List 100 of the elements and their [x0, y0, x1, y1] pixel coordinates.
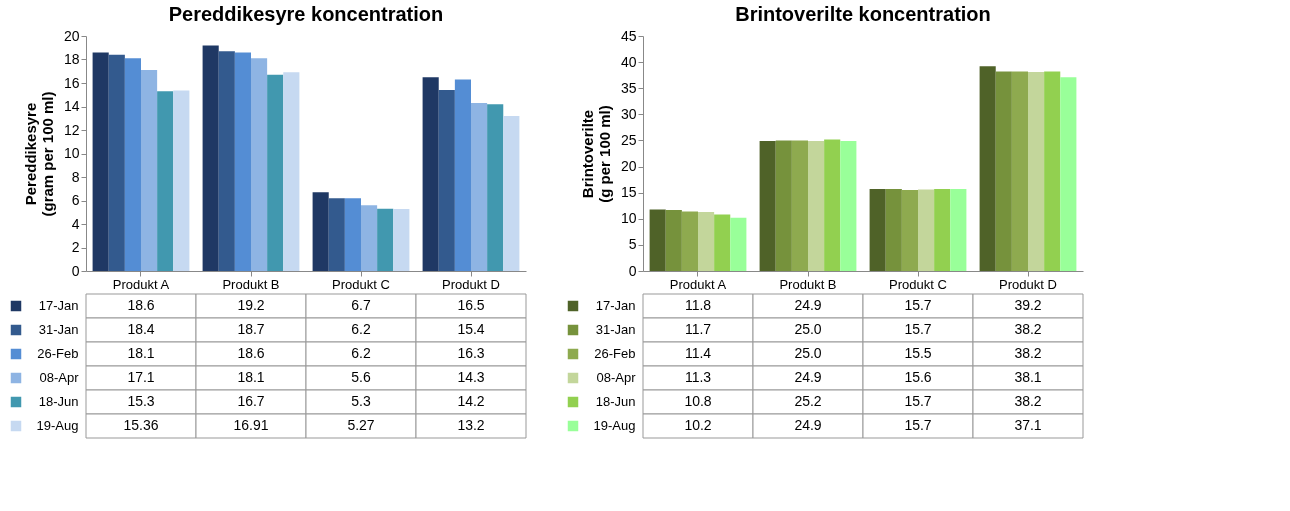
- y-tick-label: 20: [63, 27, 80, 44]
- data-label: 18.7: [237, 321, 265, 337]
- data-label: 11.3: [684, 369, 712, 385]
- data-label: 18.6: [127, 297, 155, 313]
- data-label: 18.1: [127, 345, 155, 361]
- bar: [438, 90, 455, 271]
- data-label: 38.2: [1014, 345, 1042, 361]
- bar: [124, 58, 141, 271]
- bar: [471, 102, 488, 271]
- bar: [885, 189, 902, 271]
- bar: [267, 74, 284, 271]
- data-label: 16.7: [237, 393, 265, 409]
- y-tick-label: 0: [628, 262, 637, 279]
- bar: [377, 208, 394, 271]
- bar: [840, 140, 857, 271]
- data-label: 6.7: [351, 297, 371, 313]
- x-tick-label: Produkt D: [999, 276, 1057, 292]
- data-label: 38.2: [1014, 321, 1042, 337]
- bar: [918, 189, 935, 271]
- bar: [979, 66, 996, 271]
- data-label: 15.6: [904, 369, 932, 385]
- bar: [681, 211, 698, 271]
- bar: [234, 52, 251, 271]
- y-tick-label: 30: [620, 105, 637, 122]
- bar: [251, 58, 268, 271]
- x-tick-label: Produkt B: [779, 276, 837, 292]
- data-label: 13.2: [457, 417, 485, 433]
- data-label: 15.7: [904, 393, 932, 409]
- x-tick-label: Produkt C: [889, 276, 947, 292]
- y-tick-label: 6: [71, 192, 80, 208]
- data-label: 24.9: [794, 297, 822, 313]
- legend-label: 18-Jun: [38, 394, 79, 409]
- legend-label: 19-Aug: [36, 418, 79, 433]
- bar: [173, 90, 190, 271]
- data-label: 11.7: [684, 321, 712, 337]
- bar: [714, 214, 731, 271]
- bar: [454, 79, 471, 271]
- data-label: 25.0: [794, 321, 822, 337]
- y-tick-label: 25: [620, 131, 637, 148]
- data-label: 38.2: [1014, 393, 1042, 409]
- y-tick-label: 8: [71, 168, 80, 185]
- bar: [1044, 71, 1061, 271]
- data-label: 15.36: [123, 417, 159, 433]
- data-label: 19.2: [237, 297, 265, 313]
- data-label: 39.2: [1014, 297, 1042, 313]
- data-label: 24.9: [794, 369, 822, 385]
- data-label: 6.2: [351, 321, 371, 337]
- data-label: 15.7: [904, 417, 932, 433]
- bar: [344, 198, 361, 271]
- bar: [824, 139, 841, 271]
- bar: [869, 189, 886, 271]
- bar: [775, 140, 792, 271]
- data-label: 15.7: [904, 321, 932, 337]
- data-label: 10.2: [684, 417, 712, 433]
- bar: [328, 198, 345, 271]
- data-label: 17.1: [127, 369, 155, 385]
- data-label: 18.1: [237, 369, 265, 385]
- bar: [283, 72, 300, 271]
- bar: [487, 104, 504, 271]
- data-label: 6.2: [351, 345, 371, 361]
- data-label: 10.8: [684, 393, 712, 409]
- y-tick-label: 14: [63, 98, 80, 114]
- data-label: 18.6: [237, 345, 265, 361]
- legend-label: 31-Jan: [595, 322, 636, 337]
- bar: [393, 209, 410, 271]
- data-label: 25.0: [794, 345, 822, 361]
- y-tick-label: 18: [63, 51, 80, 67]
- data-label: 38.1: [1014, 369, 1042, 385]
- data-label: 5.3: [351, 393, 371, 409]
- data-label: 5.27: [347, 417, 375, 433]
- x-tick-label: Produkt C: [332, 276, 390, 292]
- y-tick-label: 12: [63, 121, 80, 138]
- y-tick-label: 16: [63, 74, 80, 91]
- y-tick-label: 35: [620, 79, 637, 96]
- data-label: 15.3: [127, 393, 155, 409]
- chart-title: Pereddikesyre koncentration: [168, 3, 444, 25]
- bar: [218, 51, 235, 271]
- data-label: 15.5: [904, 345, 932, 361]
- data-label: 15.7: [904, 297, 932, 313]
- bar: [665, 209, 682, 271]
- bar: [901, 190, 918, 271]
- y-tick-label: 40: [620, 53, 637, 70]
- data-label: 11.4: [684, 345, 712, 361]
- data-label: 16.3: [457, 345, 485, 361]
- y-tick-label: 45: [620, 27, 637, 44]
- bar: [730, 217, 747, 271]
- bar: [995, 71, 1012, 271]
- data-label: 16.91: [233, 417, 269, 433]
- x-tick-label: Produkt A: [112, 276, 170, 292]
- bar: [503, 115, 520, 271]
- y-axis-title: Pereddikesyre (gram per 100 ml): [21, 91, 56, 217]
- y-tick-label: 4: [71, 215, 80, 232]
- bar: [361, 205, 378, 271]
- bar: [791, 140, 808, 271]
- legend-label: 08-Apr: [39, 370, 80, 385]
- legend-label: 17-Jan: [595, 298, 636, 313]
- data-label: 37.1: [1014, 417, 1042, 433]
- bar: [141, 70, 158, 271]
- bar: [759, 140, 776, 271]
- legend-label: 31-Jan: [38, 322, 79, 337]
